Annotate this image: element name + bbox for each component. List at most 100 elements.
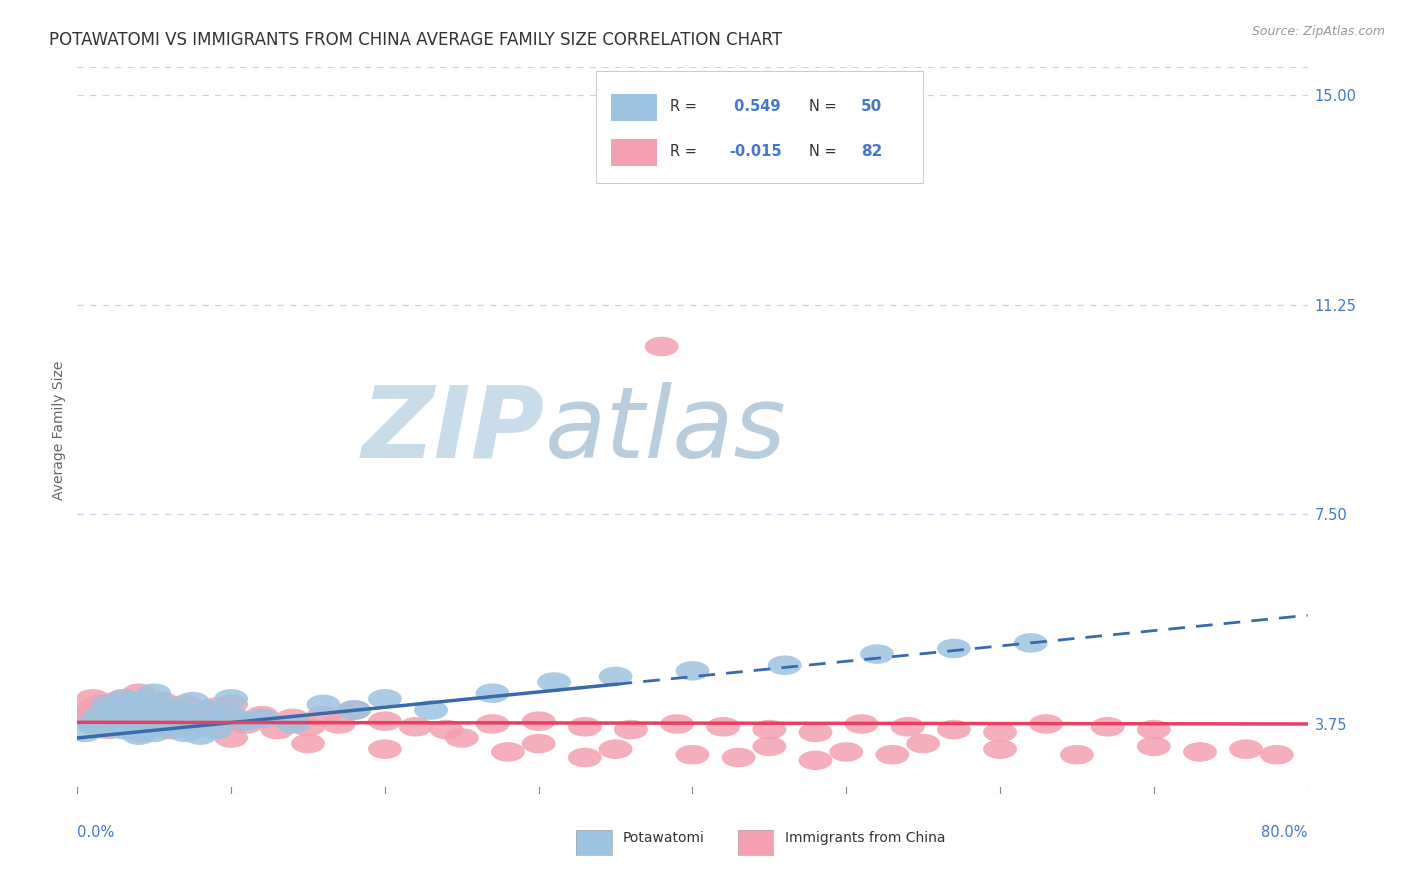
Ellipse shape	[1137, 720, 1171, 739]
Ellipse shape	[260, 720, 294, 739]
Ellipse shape	[122, 683, 156, 703]
Ellipse shape	[599, 739, 633, 759]
Text: 50: 50	[860, 99, 882, 114]
Ellipse shape	[368, 739, 402, 759]
Ellipse shape	[830, 742, 863, 762]
Ellipse shape	[1029, 714, 1063, 734]
Y-axis label: Average Family Size: Average Family Size	[52, 360, 66, 500]
Ellipse shape	[198, 720, 232, 739]
Ellipse shape	[176, 692, 209, 712]
Text: 80.0%: 80.0%	[1261, 825, 1308, 840]
Ellipse shape	[614, 720, 648, 739]
Ellipse shape	[1060, 745, 1094, 764]
Text: N =: N =	[810, 145, 842, 160]
Ellipse shape	[91, 695, 125, 714]
Text: N =: N =	[810, 99, 842, 114]
Ellipse shape	[138, 717, 172, 737]
Ellipse shape	[568, 747, 602, 767]
Ellipse shape	[337, 700, 371, 720]
Ellipse shape	[799, 750, 832, 770]
Ellipse shape	[114, 698, 148, 717]
Ellipse shape	[675, 661, 710, 681]
Text: POTAWATOMI VS IMMIGRANTS FROM CHINA AVERAGE FAMILY SIZE CORRELATION CHART: POTAWATOMI VS IMMIGRANTS FROM CHINA AVER…	[49, 31, 782, 49]
Ellipse shape	[76, 714, 110, 734]
Ellipse shape	[153, 700, 187, 720]
Ellipse shape	[599, 666, 633, 686]
Ellipse shape	[114, 698, 148, 717]
Ellipse shape	[291, 717, 325, 737]
Ellipse shape	[145, 695, 179, 714]
Ellipse shape	[183, 717, 218, 737]
Ellipse shape	[229, 714, 263, 734]
Ellipse shape	[876, 745, 910, 764]
Ellipse shape	[107, 689, 141, 708]
Ellipse shape	[291, 734, 325, 754]
Ellipse shape	[83, 712, 117, 731]
Ellipse shape	[245, 708, 278, 728]
Ellipse shape	[76, 689, 110, 708]
Ellipse shape	[768, 656, 801, 675]
Ellipse shape	[1182, 742, 1216, 762]
Ellipse shape	[860, 644, 894, 664]
Ellipse shape	[160, 714, 194, 734]
Ellipse shape	[107, 689, 141, 708]
Ellipse shape	[73, 700, 107, 720]
Ellipse shape	[98, 708, 132, 728]
Ellipse shape	[129, 695, 163, 714]
Ellipse shape	[936, 720, 970, 739]
Ellipse shape	[799, 723, 832, 742]
Ellipse shape	[67, 706, 103, 725]
Ellipse shape	[522, 734, 555, 754]
Text: Source: ZipAtlas.com: Source: ZipAtlas.com	[1251, 25, 1385, 38]
Ellipse shape	[91, 717, 125, 737]
Text: atlas: atlas	[546, 382, 786, 479]
Ellipse shape	[1229, 739, 1263, 759]
Ellipse shape	[122, 692, 156, 712]
Ellipse shape	[107, 720, 141, 739]
Text: Immigrants from China: Immigrants from China	[785, 830, 945, 845]
Ellipse shape	[307, 695, 340, 714]
Ellipse shape	[91, 700, 125, 720]
Ellipse shape	[145, 692, 179, 712]
Ellipse shape	[169, 714, 202, 734]
Text: ZIP: ZIP	[361, 382, 546, 479]
Ellipse shape	[191, 703, 225, 723]
FancyBboxPatch shape	[596, 70, 922, 183]
Ellipse shape	[138, 683, 172, 703]
Ellipse shape	[645, 336, 679, 356]
Ellipse shape	[122, 714, 156, 734]
Ellipse shape	[122, 712, 156, 731]
Ellipse shape	[214, 712, 247, 731]
Ellipse shape	[129, 717, 163, 737]
Ellipse shape	[983, 723, 1017, 742]
Ellipse shape	[1091, 717, 1125, 737]
Ellipse shape	[891, 717, 925, 737]
Ellipse shape	[983, 739, 1017, 759]
Ellipse shape	[145, 712, 179, 731]
Ellipse shape	[176, 712, 209, 731]
Ellipse shape	[1014, 633, 1047, 653]
Ellipse shape	[276, 714, 309, 734]
Ellipse shape	[67, 723, 103, 742]
Ellipse shape	[198, 712, 232, 731]
Ellipse shape	[706, 717, 740, 737]
Ellipse shape	[368, 712, 402, 731]
Ellipse shape	[229, 712, 263, 731]
Ellipse shape	[245, 706, 278, 725]
Ellipse shape	[675, 745, 710, 764]
Text: 82: 82	[860, 145, 883, 160]
Ellipse shape	[475, 714, 509, 734]
Ellipse shape	[138, 703, 172, 723]
Ellipse shape	[1137, 737, 1171, 756]
Ellipse shape	[907, 734, 941, 754]
Ellipse shape	[98, 712, 132, 731]
Ellipse shape	[475, 683, 509, 703]
Ellipse shape	[214, 706, 247, 725]
Text: Potawatomi: Potawatomi	[623, 830, 704, 845]
Ellipse shape	[122, 725, 156, 745]
Ellipse shape	[307, 706, 340, 725]
Ellipse shape	[153, 717, 187, 737]
Text: 0.549: 0.549	[730, 99, 780, 114]
Ellipse shape	[752, 720, 786, 739]
Ellipse shape	[160, 706, 194, 725]
